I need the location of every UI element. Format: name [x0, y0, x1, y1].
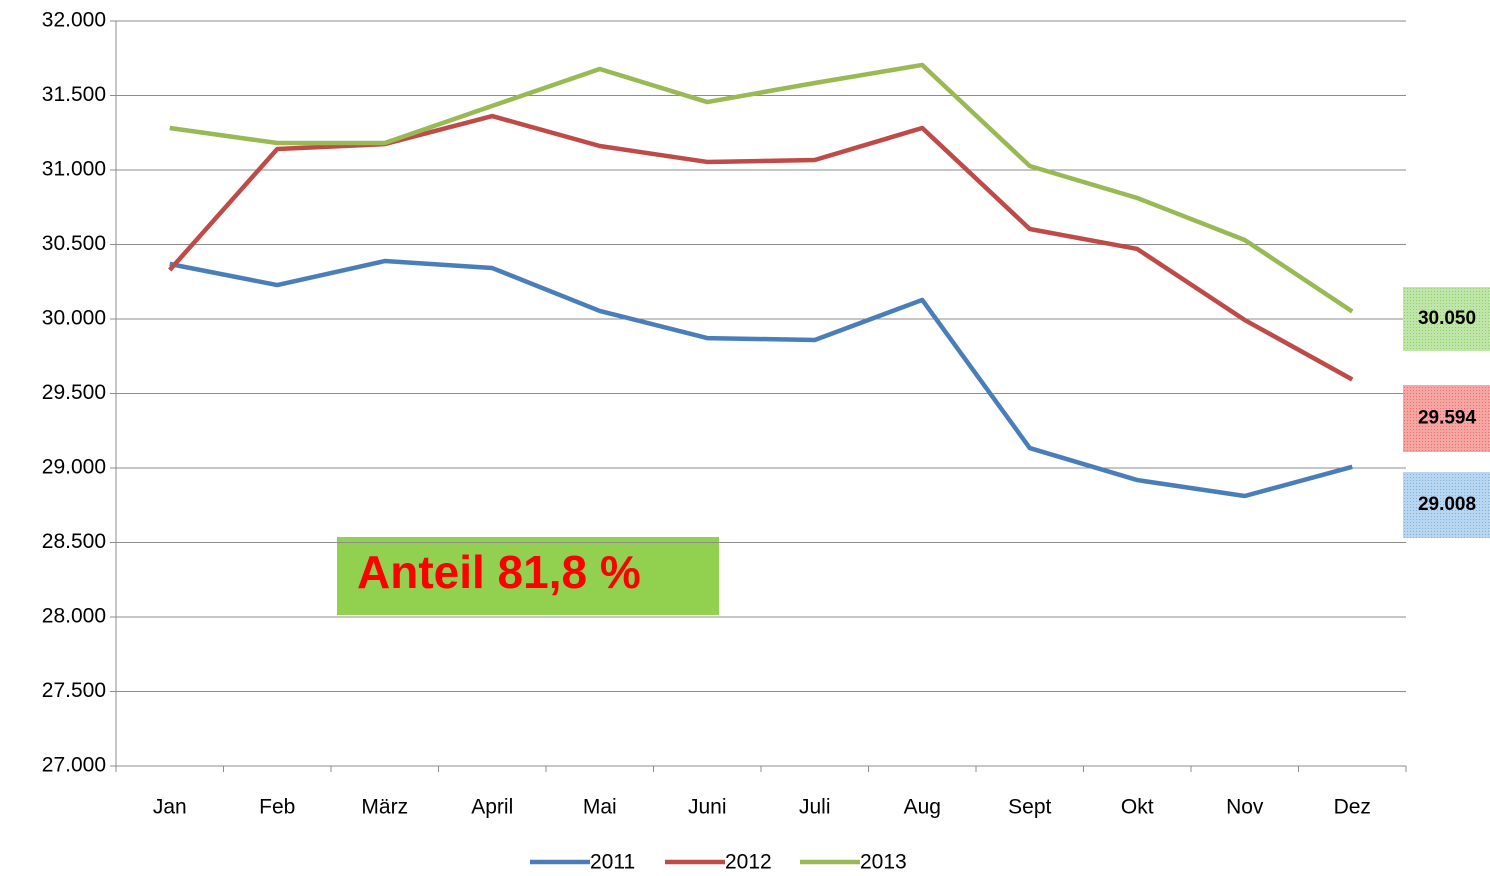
x-tick-label: Dez: [1334, 796, 1371, 819]
y-tick-label: 28.000: [42, 605, 106, 628]
x-tick-label: März: [361, 796, 408, 819]
y-tick-label: 31.500: [42, 83, 106, 106]
legend-label: 2011: [590, 851, 635, 874]
value-label: 29.008: [1418, 494, 1476, 515]
x-tick-label: Aug: [904, 796, 941, 819]
value-label-box: [1403, 472, 1490, 538]
legend-label: 2013: [860, 851, 907, 874]
y-tick-label: 30.000: [42, 307, 106, 330]
x-tick-label: Mai: [583, 796, 617, 819]
x-tick-label: Nov: [1226, 796, 1264, 819]
x-tick-label: Sept: [1008, 796, 1051, 819]
value-label-box: [1403, 287, 1490, 351]
value-label: 29.594: [1418, 408, 1477, 429]
annotation-box: [337, 537, 719, 615]
x-tick-label: April: [471, 796, 513, 819]
value-label: 30.050: [1418, 308, 1476, 329]
value-label-box: [1403, 385, 1490, 452]
y-tick-label: 28.500: [42, 530, 106, 553]
y-tick-label: 29.000: [42, 456, 106, 479]
x-tick-label: Okt: [1121, 796, 1154, 819]
annotation: Anteil 81,8 %: [357, 546, 641, 598]
y-tick-label: 30.500: [42, 232, 106, 255]
series-line: [169, 258, 1353, 499]
x-tick-label: Jan: [153, 796, 187, 819]
x-tick-label: Feb: [259, 796, 295, 819]
y-tick-label: 32.000: [42, 9, 106, 32]
y-tick-label: 27.500: [42, 679, 106, 702]
y-tick-label: 31.000: [42, 158, 106, 181]
x-tick-label: Juli: [799, 796, 831, 819]
y-tick-label: 27.000: [42, 754, 106, 777]
legend-label: 2012: [725, 851, 772, 874]
series-line: [169, 62, 1354, 314]
x-tick-label: Juni: [688, 796, 727, 819]
y-tick-label: 29.500: [42, 381, 106, 404]
